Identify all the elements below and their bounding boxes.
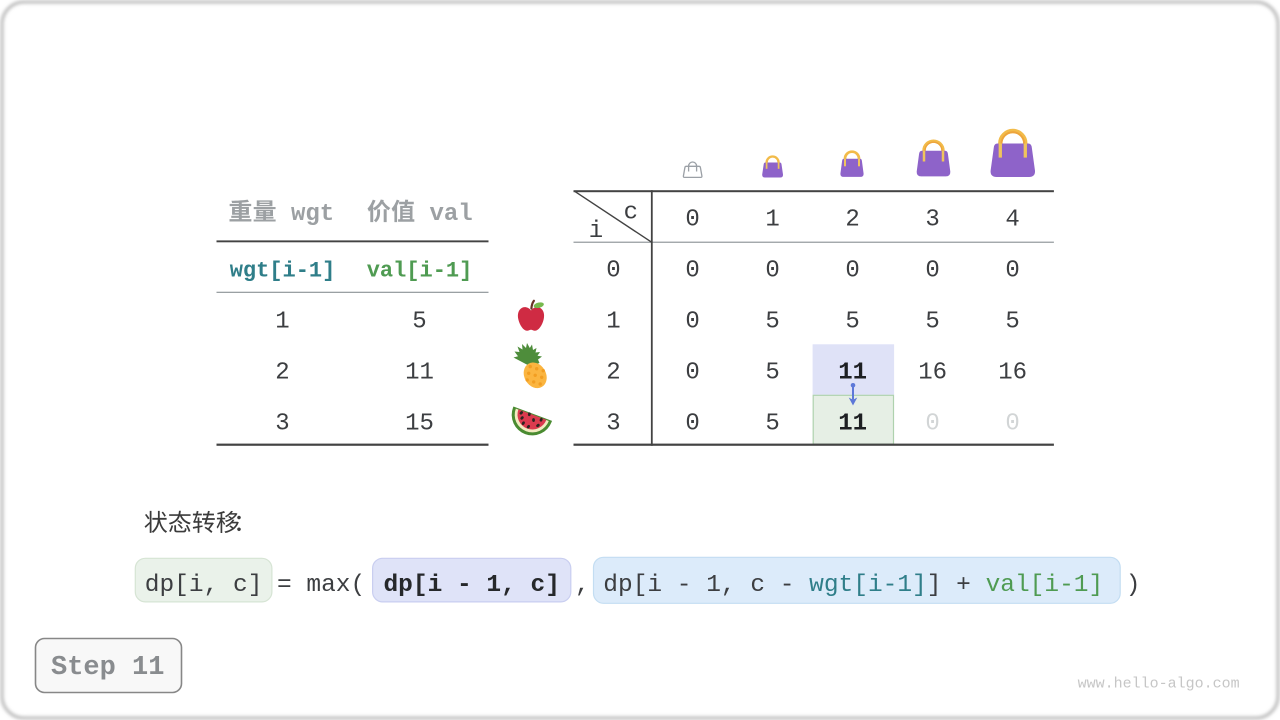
svg-text:5: 5: [765, 410, 779, 437]
svg-text:1: 1: [275, 308, 289, 335]
svg-text:val[i-1]: val[i-1]: [367, 258, 473, 283]
svg-text:5: 5: [412, 308, 426, 335]
svg-text:c: c: [624, 200, 638, 227]
svg-text:wgt: wgt: [291, 201, 334, 228]
svg-text:i: i: [589, 218, 603, 245]
svg-text:2: 2: [606, 359, 620, 386]
svg-text:3: 3: [275, 410, 289, 437]
svg-text:0: 0: [925, 410, 939, 437]
svg-text:0: 0: [685, 207, 699, 234]
svg-text:0: 0: [845, 257, 859, 284]
svg-text:5: 5: [1005, 308, 1019, 335]
svg-text:5: 5: [845, 308, 859, 335]
svg-text:5: 5: [765, 308, 779, 335]
svg-text:www.hello-algo.com: www.hello-algo.com: [1078, 676, 1240, 693]
svg-text:15: 15: [405, 410, 434, 437]
svg-text:2: 2: [275, 359, 289, 386]
svg-text:val: val: [430, 201, 473, 228]
svg-text:11: 11: [838, 410, 867, 437]
svg-text:0: 0: [765, 257, 779, 284]
svg-text:11: 11: [405, 359, 434, 386]
svg-text:dp[i, c]: dp[i, c]: [145, 572, 263, 599]
svg-text:5: 5: [925, 308, 939, 335]
svg-text:0: 0: [685, 410, 699, 437]
svg-text:dp[i - 1, c - wgt[i-1]] + val[: dp[i - 1, c - wgt[i-1]] + val[i-1]: [603, 572, 1103, 599]
svg-text:wgt[i-1]: wgt[i-1]: [230, 258, 336, 283]
svg-text:3: 3: [925, 207, 939, 234]
svg-text:0: 0: [1005, 410, 1019, 437]
svg-text:= max(: = max(: [277, 572, 365, 599]
svg-text:5: 5: [765, 359, 779, 386]
svg-text:dp[i - 1, c]: dp[i - 1, c]: [383, 572, 559, 599]
svg-text:1: 1: [765, 207, 779, 234]
svg-text:16: 16: [918, 359, 947, 386]
svg-text:0: 0: [606, 257, 620, 284]
svg-text:0: 0: [685, 257, 699, 284]
svg-text:0: 0: [685, 359, 699, 386]
svg-text:): ): [1126, 572, 1141, 599]
svg-text:0: 0: [1005, 257, 1019, 284]
svg-text:16: 16: [998, 359, 1027, 386]
svg-text:1: 1: [606, 308, 620, 335]
svg-text:0: 0: [685, 308, 699, 335]
svg-text:11: 11: [838, 359, 867, 386]
svg-text:Step 11: Step 11: [51, 653, 164, 683]
svg-text:3: 3: [606, 410, 620, 437]
svg-text:0: 0: [925, 257, 939, 284]
svg-text:2: 2: [845, 207, 859, 234]
svg-text:,: ,: [575, 572, 590, 599]
svg-text:4: 4: [1005, 207, 1019, 234]
